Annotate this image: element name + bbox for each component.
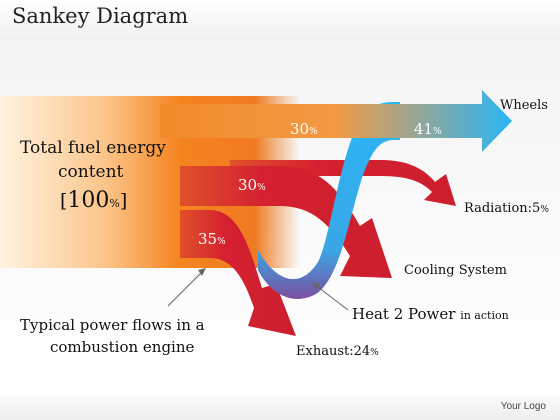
header-band: [0, 0, 560, 40]
exhaust-inner-pct: 35%: [198, 230, 226, 248]
caption-line1: Typical power flows in a: [20, 316, 205, 334]
wheels-label: Wheels: [500, 98, 548, 113]
footer-band: [0, 395, 560, 420]
wheels-flow-arrow: [160, 90, 512, 152]
wheels-end-pct: 41%: [414, 120, 442, 138]
radiation-label: Radiation:5%: [464, 201, 549, 216]
heat2power-flow: [258, 102, 400, 299]
wheels-inner-pct: 30%: [290, 120, 318, 138]
page-title: Sankey Diagram: [12, 4, 189, 28]
logo-text: Your Logo: [500, 401, 546, 412]
source-label-line1: Total fuel energy: [20, 138, 166, 158]
source-value-close: ]: [119, 190, 128, 212]
exhaust-label: Exhaust:24%: [296, 344, 379, 359]
source-value-open: [: [60, 190, 68, 212]
cooling-flow-arrow: [180, 166, 392, 278]
source-value-unit: %: [109, 197, 120, 210]
heat2power-label: Heat 2 Power in action: [352, 305, 509, 323]
source-value: [100%]: [60, 188, 127, 213]
exhaust-flow-arrow: [180, 210, 296, 336]
cooling-inner-pct: 30%: [238, 176, 266, 194]
source-label-line2: content: [58, 162, 124, 182]
source-value-number: 100: [67, 188, 110, 213]
caption-line2: combustion engine: [50, 338, 195, 356]
cooling-label: Cooling System: [404, 263, 507, 278]
